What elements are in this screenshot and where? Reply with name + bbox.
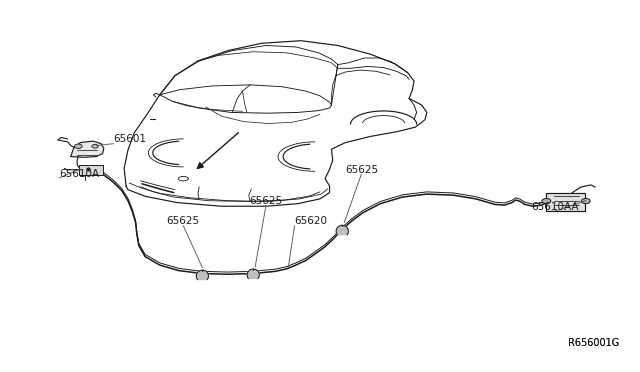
Text: 65610A: 65610A bbox=[60, 169, 99, 179]
Circle shape bbox=[542, 199, 551, 203]
Polygon shape bbox=[247, 269, 259, 278]
Polygon shape bbox=[196, 270, 209, 279]
Circle shape bbox=[92, 144, 98, 148]
Circle shape bbox=[75, 144, 82, 148]
Text: 65625: 65625 bbox=[345, 165, 378, 175]
Circle shape bbox=[581, 199, 590, 203]
Text: 65625: 65625 bbox=[250, 196, 282, 206]
Polygon shape bbox=[71, 141, 104, 157]
Text: 65620: 65620 bbox=[294, 217, 328, 227]
Polygon shape bbox=[336, 225, 348, 235]
Text: 65625: 65625 bbox=[167, 217, 200, 227]
FancyBboxPatch shape bbox=[546, 193, 585, 211]
FancyBboxPatch shape bbox=[79, 165, 103, 175]
Text: R656001G: R656001G bbox=[568, 338, 619, 348]
Text: 65610AA: 65610AA bbox=[531, 202, 579, 212]
Text: R656001G: R656001G bbox=[568, 338, 619, 348]
Text: 65601: 65601 bbox=[113, 134, 147, 144]
